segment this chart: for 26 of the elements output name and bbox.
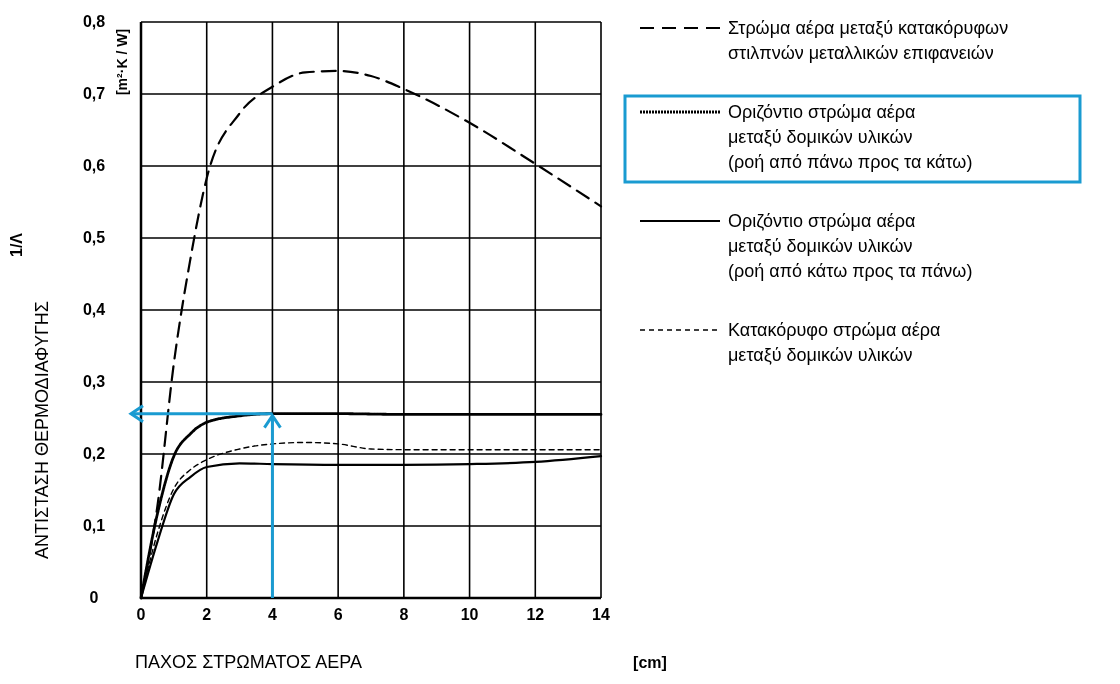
y-tick-label: 0,2 <box>82 445 106 462</box>
x-tick-label: 12 <box>526 606 545 623</box>
legend-label: Κατακόρυφο στρώμα αέρα μεταξύ δομικών υλικών <box>728 320 941 365</box>
y-tick-label: 0,5 <box>82 229 106 246</box>
text: 1/Λ <box>8 232 25 258</box>
y-axis-title: ΑΝΤΙΣΤΑΣΗ ΘΕΡΜΟΔΙΑΦΥΓΗΣ <box>32 301 52 559</box>
x-tick-label: 2 <box>202 606 212 623</box>
x-tick-label: 0 <box>136 606 146 623</box>
x-tick-label: 4 <box>267 606 277 623</box>
x-tick-label: 6 <box>333 606 343 623</box>
legend-label: Οριζόντιο στρώμα αέρα μεταξύ δομικών υλικών (ροή από κάτω προς τα πάνω) <box>728 211 973 281</box>
legend-label: Οριζόντιο στρώμα αέρα μεταξύ δομικών υλικών (ροή από πάνω προς τα κάτω) <box>728 102 973 172</box>
y-tick-label: 0,6 <box>82 157 106 174</box>
y-tick-label: 0,4 <box>82 301 106 318</box>
x-tick-label: 14 <box>592 606 610 623</box>
y-tick-label: 0,7 <box>82 85 106 102</box>
x-axis-title: ΠΑΧΟΣ ΣΤΡΩΜΑΤΟΣ ΑΕΡΑ <box>135 652 362 672</box>
y-tick-label: 0,8 <box>82 13 106 30</box>
text: [cm] <box>633 654 667 671</box>
y-tick-label: 0,3 <box>82 373 106 390</box>
x-tick-label: 10 <box>460 606 479 623</box>
x-tick-label: 8 <box>399 606 409 623</box>
y-tick-label: 0 <box>89 589 99 606</box>
y-tick-label: 0,1 <box>82 517 106 534</box>
legend-label: Στρώμα αέρα μεταξύ κατακόρυφων στιλπνών μεταλλικών επιφανειών <box>728 18 1009 63</box>
text: [m²·K / W] <box>114 28 130 96</box>
